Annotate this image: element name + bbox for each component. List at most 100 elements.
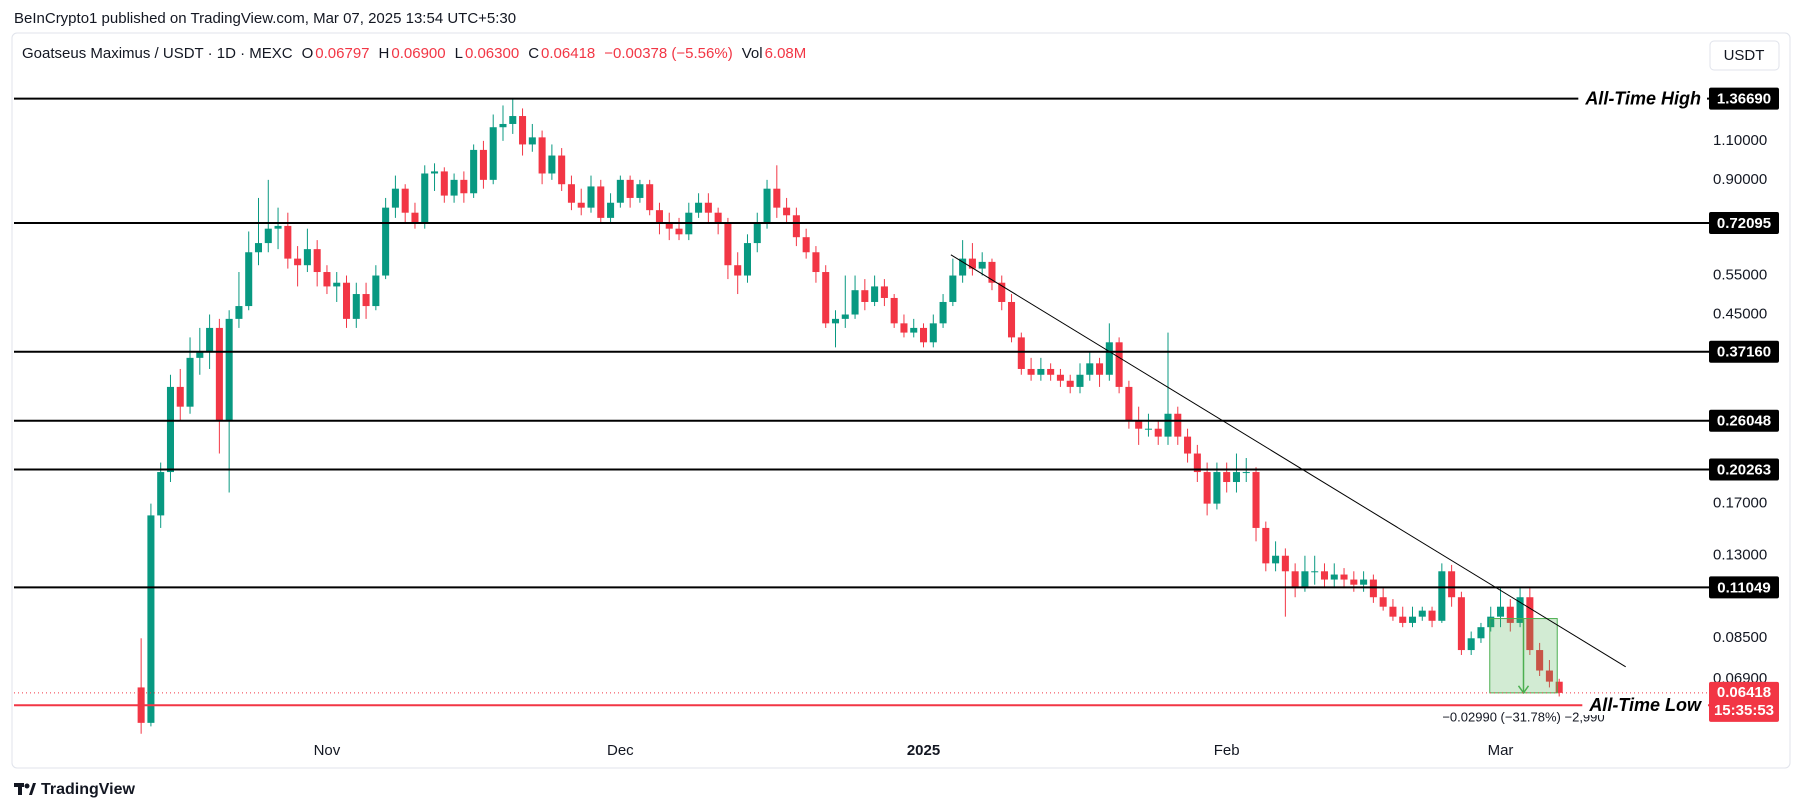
candle-body	[1418, 610, 1426, 617]
candle-body	[176, 386, 184, 407]
candle-body	[753, 223, 761, 244]
candle-body	[1536, 650, 1544, 671]
candle-body	[1223, 472, 1231, 483]
candle-body	[1506, 606, 1514, 623]
candle-body	[597, 186, 605, 218]
x-tick-label: 2025	[907, 742, 940, 759]
candle-body	[489, 127, 497, 180]
candle-body	[509, 116, 517, 124]
candle-body	[313, 249, 321, 273]
candle-body	[1115, 342, 1123, 387]
annotation-bg	[1578, 88, 1707, 109]
candle-body	[1477, 627, 1485, 639]
candle-body	[1203, 472, 1211, 504]
candle-body	[949, 275, 957, 302]
quote-value: 6.08M	[765, 45, 807, 62]
candle-body	[352, 294, 360, 319]
x-tick-label: Nov	[314, 742, 341, 759]
annotation-bg	[1582, 695, 1708, 716]
candle-body	[763, 188, 771, 224]
chart-frame	[11, 32, 1791, 769]
candle-body	[1174, 413, 1182, 437]
candle-body	[411, 212, 419, 224]
currency-button-label[interactable]: USDT	[1724, 47, 1765, 64]
candle-body	[1184, 436, 1192, 454]
candle-body	[274, 225, 282, 229]
candle-body	[1047, 368, 1055, 375]
candle-body	[1545, 670, 1553, 682]
candle-body	[978, 261, 986, 269]
candle-body	[1360, 579, 1368, 585]
candle-body	[743, 243, 751, 276]
candle-body	[264, 228, 272, 244]
candle-body	[1037, 368, 1045, 375]
candle-body	[1164, 413, 1172, 437]
level-label: 1.36690	[1717, 91, 1771, 108]
level-label-box	[1709, 458, 1779, 481]
tv-logo	[14, 783, 36, 795]
candle-body	[1291, 571, 1299, 589]
candle-body	[1086, 363, 1094, 375]
candle-body	[1262, 527, 1270, 564]
candle-body	[519, 116, 527, 145]
measure-label: −0.02990 (−31.78%) −2,990	[1442, 709, 1604, 724]
candle-body	[939, 301, 947, 324]
candle-body	[587, 186, 595, 208]
candle-body	[1369, 579, 1377, 598]
annotation: All-Time High	[1584, 88, 1701, 108]
candle-body	[421, 173, 429, 224]
candle-body	[1311, 571, 1319, 573]
candle-body	[166, 386, 174, 473]
x-tick-label: Feb	[1214, 742, 1240, 759]
candle-body	[959, 258, 967, 276]
candle-body	[792, 215, 800, 238]
x-tick-label: Dec	[607, 742, 634, 759]
candle-body	[851, 290, 859, 315]
candle-body	[988, 261, 996, 283]
candle-body	[303, 249, 311, 266]
candle-body	[1330, 574, 1338, 580]
candle-body	[929, 323, 937, 343]
candle-body	[1027, 368, 1035, 375]
quote-key: H	[379, 45, 390, 62]
candle-body	[675, 228, 683, 235]
quote-value: 0.06300	[465, 45, 519, 62]
candle-body	[822, 272, 830, 324]
level-label: 0.37160	[1717, 344, 1771, 361]
candle-body	[1448, 571, 1456, 598]
candle-body	[333, 282, 341, 287]
candle-body	[1428, 610, 1436, 621]
candle-body	[616, 179, 624, 203]
candle-body	[206, 327, 214, 353]
candle-body	[1408, 616, 1417, 623]
candle-body	[1076, 374, 1084, 387]
quote-value: −0.00378 (−5.56%)	[604, 45, 732, 62]
candle-body	[235, 306, 243, 319]
candle-body	[636, 184, 644, 198]
candle-body	[1320, 571, 1329, 580]
candle-body	[900, 323, 908, 333]
candle-body	[1242, 472, 1250, 474]
candle-body	[968, 258, 976, 269]
candle-body	[499, 123, 507, 128]
candle-body	[646, 184, 654, 211]
candle-body	[1516, 597, 1524, 623]
candle-body	[1379, 597, 1387, 607]
candle-body	[401, 188, 409, 213]
currency-button[interactable]	[1709, 40, 1780, 71]
candle-body	[841, 314, 849, 319]
level-label-box	[1709, 87, 1779, 110]
candle-body	[1056, 374, 1064, 381]
level-label-box	[1709, 409, 1779, 432]
y-tick-label: 1.10000	[1713, 132, 1767, 149]
candle-body	[294, 258, 302, 266]
y-tick-label: 0.55000	[1713, 266, 1767, 283]
candle-body	[362, 294, 370, 307]
candle-body	[1154, 428, 1162, 437]
price-label: 0.06418	[1717, 684, 1771, 701]
candle-body	[196, 352, 204, 358]
candle-body	[382, 207, 390, 276]
candle-body	[890, 297, 898, 324]
candle-body	[391, 188, 399, 208]
